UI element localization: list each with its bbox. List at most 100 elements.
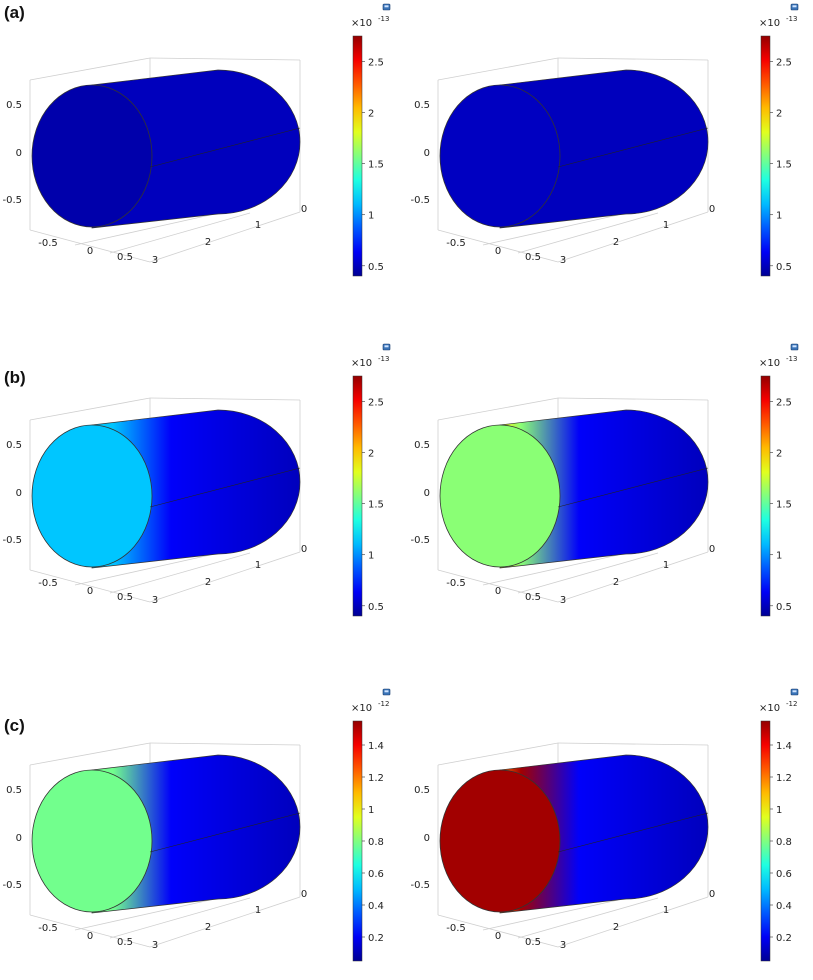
window-icon [382, 343, 391, 351]
window-icon [790, 688, 799, 696]
colorbar-exponent: -13 [378, 15, 389, 23]
depth-tick-label: 3 [152, 595, 158, 606]
depth-tick-label: 0 [709, 889, 715, 900]
colorbar-exponent: -12 [378, 700, 389, 708]
width-tick-label: 0.5 [117, 252, 133, 263]
row-label-b: (b) [4, 368, 26, 387]
colorbar-tick-label: 1.4 [776, 741, 792, 752]
width-tick-label: 0.5 [117, 592, 133, 603]
cylinder-end-face [439, 769, 561, 913]
vertical-tick-label: 0.5 [414, 440, 430, 451]
row-label-c: (c) [4, 716, 25, 735]
depth-tick-label: 2 [205, 577, 211, 588]
colorbar-tick-label: 0.8 [776, 837, 792, 848]
cylinder-end-face [31, 769, 153, 913]
depth-tick-label: 0 [301, 544, 307, 555]
colorbar [352, 720, 363, 962]
vertical-tick-label: -0.5 [410, 535, 430, 546]
colorbar-tick-label: 1.2 [368, 773, 384, 784]
colorbar-tick-label: 0.5 [368, 262, 384, 273]
vertical-tick-label: 0 [424, 488, 430, 499]
depth-tick-label: 0 [301, 204, 307, 215]
colorbar-exponent: -13 [786, 15, 797, 23]
panel-c-left: 0.5 0 -0.5 -0.5 0 0.5 0 1 2 3 1.4 1.2 1 0.8 0.6 0.4 0.2 ×… [0, 685, 405, 980]
colorbar-tick-label: 0.4 [368, 901, 384, 912]
colorbar [760, 375, 771, 617]
vertical-tick-label: 0.5 [6, 100, 22, 111]
cylinder-seam-line [557, 812, 709, 853]
colorbar-tick-label: 0.4 [776, 901, 792, 912]
width-tick-label: 0.5 [525, 937, 541, 948]
colorbar-tick-label: 0.2 [368, 933, 384, 944]
window-icon [790, 343, 799, 351]
window-icon [382, 3, 391, 11]
colorbar-tick-label: 1.5 [368, 500, 384, 511]
width-tick-label: -0.5 [38, 238, 58, 249]
width-tick-label: -0.5 [446, 238, 466, 249]
vertical-tick-label: -0.5 [2, 535, 22, 546]
vertical-tick-label: 0.5 [6, 440, 22, 451]
colorbar [760, 720, 771, 962]
colorbar-tick-label: 0.2 [776, 933, 792, 944]
colorbar-tick-label: 0.8 [368, 837, 384, 848]
colorbar-tick-label: 1.5 [368, 160, 384, 171]
depth-tick-label: 2 [613, 922, 619, 933]
cylinder-end-face [439, 84, 561, 228]
colorbar-tick-label: 2.5 [776, 58, 792, 69]
vertical-tick-label: 0 [16, 488, 22, 499]
colorbar-multiplier: ×10 [351, 703, 372, 714]
panel-a-left: 0.5 0 -0.5 -0.5 0 0.5 0 1 2 3 2.5 2 1.5 1 0.5 ×10 -13 [0, 0, 405, 295]
width-tick-label: 0 [87, 931, 93, 942]
cylinder-seam-line [557, 127, 709, 168]
colorbar-tick-label: 0.5 [776, 602, 792, 613]
colorbar-tick-label: 1 [368, 211, 374, 222]
depth-tick-label: 1 [663, 905, 669, 916]
colorbar-tick-label: 2 [368, 449, 374, 460]
colorbar-multiplier: ×10 [351, 18, 372, 29]
panel-b-right: 0.5 0 -0.5 -0.5 0 0.5 0 1 2 3 2.5 2 1.5 1 0.5 ×10 -13 [408, 340, 813, 635]
vertical-tick-label: -0.5 [2, 195, 22, 206]
depth-tick-label: 2 [205, 922, 211, 933]
depth-tick-label: 1 [255, 560, 261, 571]
depth-tick-label: 0 [301, 889, 307, 900]
cylinder-end-face [439, 424, 561, 568]
depth-tick-label: 3 [152, 255, 158, 266]
colorbar-multiplier: ×10 [759, 18, 780, 29]
cylinder-seam-line [557, 467, 709, 508]
colorbar-tick-label: 0.6 [776, 869, 792, 880]
colorbar-tick-label: 1 [368, 551, 374, 562]
depth-tick-label: 1 [663, 220, 669, 231]
grid-lines [29, 57, 301, 263]
depth-tick-label: 2 [205, 237, 211, 248]
colorbar-tick-label: 2 [776, 109, 782, 120]
row-label-a: (a) [4, 3, 25, 22]
width-tick-label: -0.5 [446, 923, 466, 934]
grid-lines [29, 397, 301, 603]
colorbar-tick-label: 1.5 [776, 500, 792, 511]
colorbar-tick-label: 1.4 [368, 741, 384, 752]
colorbar-exponent: -13 [786, 355, 797, 363]
panel-a-right: 0.5 0 -0.5 -0.5 0 0.5 0 1 2 3 2.5 2 1.5 1 0.5 ×10 -13 [408, 0, 813, 295]
colorbar-tick-label: 2 [776, 449, 782, 460]
colorbar-tick-label: 2 [368, 109, 374, 120]
vertical-tick-label: -0.5 [410, 880, 430, 891]
depth-tick-label: 0 [709, 544, 715, 555]
colorbar-tick-label: 1.2 [776, 773, 792, 784]
width-tick-label: 0 [495, 931, 501, 942]
panel-b-left: 0.5 0 -0.5 -0.5 0 0.5 0 1 2 3 2.5 2 1.5 1 0.5 ×10 -13 [0, 340, 405, 635]
colorbar-tick-label: 0.5 [776, 262, 792, 273]
vertical-tick-label: 0.5 [414, 100, 430, 111]
colorbar-tick-label: 2.5 [368, 58, 384, 69]
colorbar-tick-label: 1 [776, 805, 782, 816]
window-icon [382, 688, 391, 696]
width-tick-label: -0.5 [38, 578, 58, 589]
colorbar-tick-label: 0.6 [368, 869, 384, 880]
colorbar-tick-label: 1 [776, 551, 782, 562]
depth-tick-label: 3 [560, 940, 566, 951]
depth-tick-label: 3 [560, 595, 566, 606]
colorbar-exponent: -13 [378, 355, 389, 363]
vertical-tick-label: -0.5 [2, 880, 22, 891]
colorbar-tick-label: 1 [776, 211, 782, 222]
colorbar [352, 35, 363, 277]
width-tick-label: 0 [87, 586, 93, 597]
